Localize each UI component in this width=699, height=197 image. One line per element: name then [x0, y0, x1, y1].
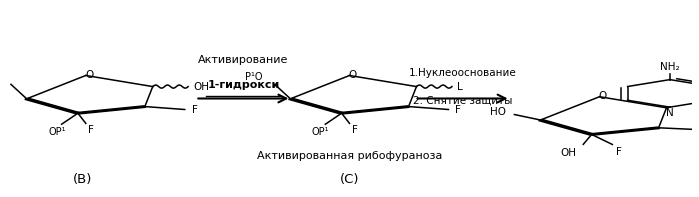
Text: OH: OH — [194, 82, 210, 92]
Text: F: F — [455, 105, 461, 115]
Polygon shape — [591, 127, 660, 135]
Text: F: F — [352, 125, 357, 135]
Text: OP¹: OP¹ — [48, 126, 66, 137]
Text: 1.Нуклеооснование: 1.Нуклеооснование — [409, 68, 517, 78]
Text: OP¹: OP¹ — [312, 126, 329, 137]
Text: O: O — [85, 70, 94, 80]
Text: F: F — [616, 147, 621, 157]
Polygon shape — [24, 98, 80, 114]
Text: Активирование: Активирование — [198, 55, 289, 65]
Text: N: N — [666, 108, 674, 118]
Text: NH₂: NH₂ — [660, 62, 679, 72]
Polygon shape — [340, 106, 410, 114]
Text: O: O — [599, 91, 607, 101]
Text: Активированная рибофураноза: Активированная рибофураноза — [257, 151, 442, 161]
Text: F: F — [192, 105, 198, 115]
Text: (С): (С) — [340, 173, 359, 186]
Text: OH: OH — [561, 148, 577, 158]
Text: HO: HO — [489, 107, 505, 117]
Polygon shape — [77, 106, 146, 114]
Text: L: L — [457, 82, 463, 92]
Text: F: F — [88, 125, 94, 135]
Text: (В): (В) — [73, 173, 92, 186]
Text: O: O — [349, 70, 357, 80]
Polygon shape — [289, 98, 344, 114]
Text: 2. Снятие защиты: 2. Снятие защиты — [413, 95, 512, 105]
Text: 1-гидрокси: 1-гидрокси — [207, 80, 280, 90]
Polygon shape — [538, 119, 593, 135]
Text: P¹O: P¹O — [245, 72, 262, 82]
